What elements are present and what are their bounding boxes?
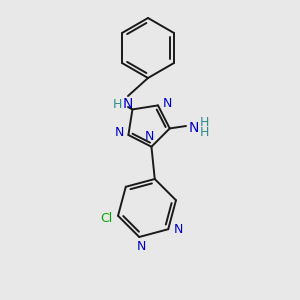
- Text: N: N: [162, 97, 172, 110]
- Text: N: N: [145, 130, 154, 143]
- Text: Cl: Cl: [100, 212, 112, 225]
- Text: N: N: [115, 127, 124, 140]
- Text: N: N: [123, 97, 133, 111]
- Text: N: N: [173, 223, 183, 236]
- Text: H: H: [112, 98, 122, 110]
- Text: H: H: [199, 116, 209, 130]
- Text: H: H: [199, 125, 209, 139]
- Text: N: N: [189, 121, 199, 135]
- Text: N: N: [136, 241, 146, 254]
